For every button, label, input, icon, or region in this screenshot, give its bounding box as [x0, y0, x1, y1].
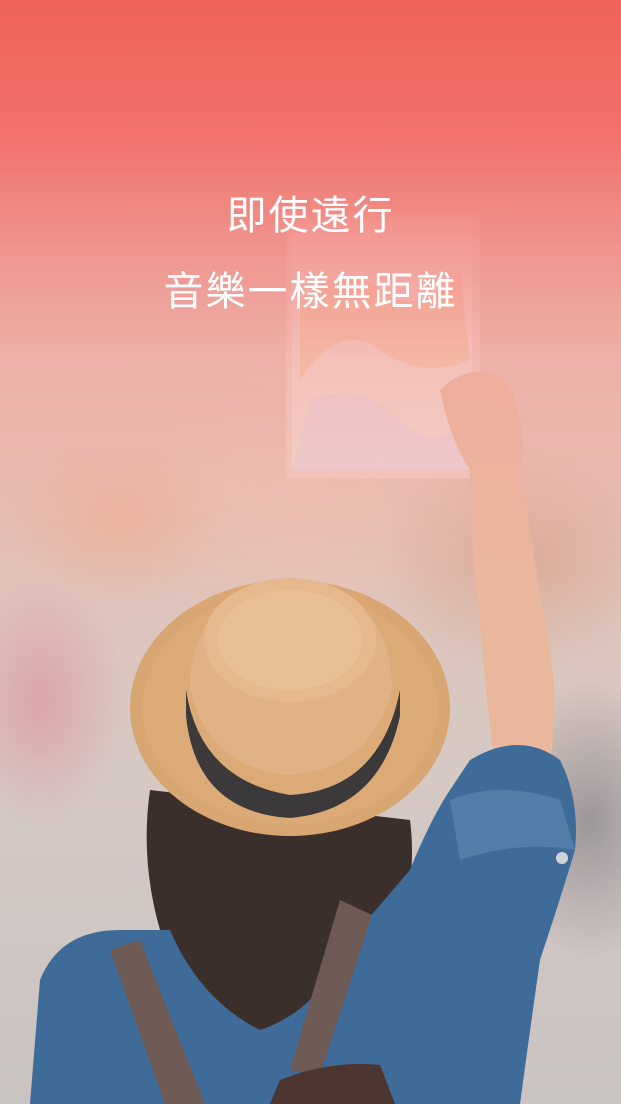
headline-line-1: 即使遠行 [0, 196, 621, 236]
headline-line-2: 音樂一樣無距離 [0, 272, 621, 312]
